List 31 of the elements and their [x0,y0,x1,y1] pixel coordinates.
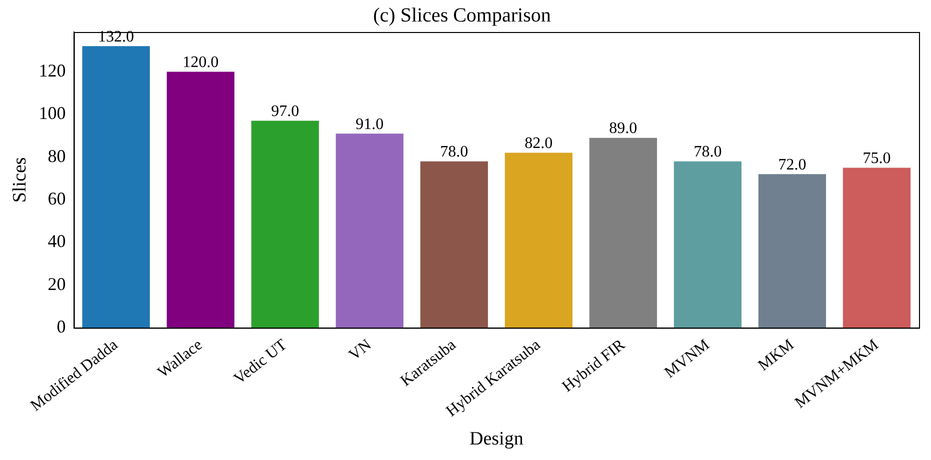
y-tick-label: 80 [48,146,66,166]
data-label: 78.0 [694,144,722,161]
data-label: 78.0 [440,144,468,161]
x-axis-title: Design [469,428,524,450]
bar [504,152,572,328]
chart-title: (c) Slices Comparison [373,4,551,26]
x-tick-label: VN [346,336,376,364]
data-label: 91.0 [356,116,384,133]
x-tick-label: Vedic UT [231,336,290,388]
data-label: 75.0 [862,150,891,167]
bar [166,72,234,328]
y-tick-label: 120 [38,60,66,80]
bar [674,161,742,328]
data-label: 120.0 [182,54,219,71]
data-label: 97.0 [271,102,300,120]
data-label: 82.0 [524,134,553,152]
bar [842,168,911,328]
y-tick-label: 0 [56,316,66,337]
y-tick-label: 100 [38,103,66,124]
bar [336,134,404,328]
bar [82,46,150,328]
y-tick-label: 40 [48,231,66,252]
bar [758,174,826,328]
y-axis-title: Slices [9,157,30,203]
y-tick-label: 20 [48,274,66,294]
bar [589,138,657,328]
data-label: 89.0 [609,120,638,138]
y-tick-label: 60 [48,188,66,208]
bar [251,120,319,328]
data-label: 72.0 [778,156,806,174]
bar [420,161,488,328]
